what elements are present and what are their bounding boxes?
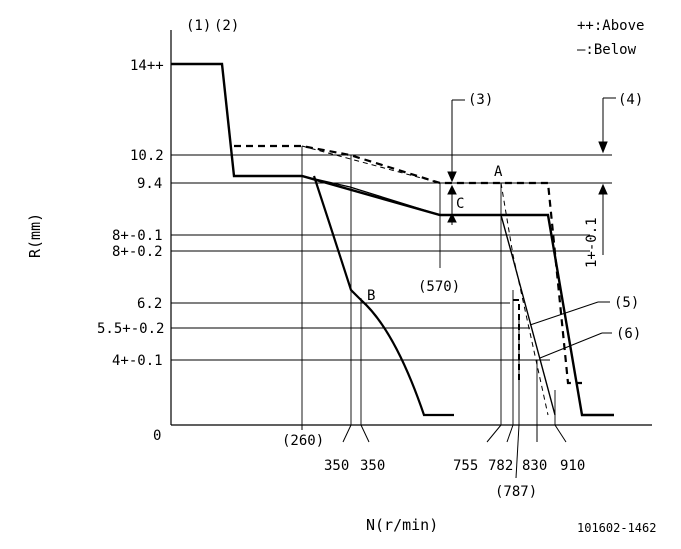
- point-b: B: [367, 288, 375, 304]
- axes: [170, 30, 652, 426]
- note-3: (3): [468, 92, 493, 108]
- y-tick-5-5: 5.5+-0.2: [97, 321, 164, 337]
- legend-below: —:Below: [577, 42, 637, 58]
- y-tick-8-0-2: 8+-0.2: [112, 244, 163, 260]
- x-tick-350b: 350: [360, 458, 385, 474]
- right-fall-1: [500, 214, 556, 416]
- y-tick-9-4: 9.4: [137, 176, 162, 192]
- point-a: A: [494, 164, 503, 180]
- reference-lines: [171, 154, 612, 361]
- x-tick-910: 910: [560, 458, 585, 474]
- y-tick-4: 4+-0.1: [112, 353, 163, 369]
- note-4: (4): [618, 92, 643, 108]
- point-c: C: [456, 196, 464, 212]
- note-1: (1): [186, 18, 211, 34]
- dimension-4: [598, 97, 616, 255]
- y-axis-title: R(mm): [26, 213, 44, 258]
- right-dimension: 1+-0.1: [584, 217, 600, 268]
- dashed-bracket-787: [513, 299, 520, 383]
- y-tick-0: 0: [153, 428, 161, 444]
- y-tick-10-2: 10.2: [130, 148, 164, 164]
- y-tick-14: 14++: [130, 58, 164, 74]
- x-tick-782: 782: [488, 458, 513, 474]
- lower-curve-b: [312, 175, 454, 417]
- main-curve: [171, 62, 614, 417]
- x-tick-260: (260): [282, 433, 324, 449]
- x-tick-350a: 350: [324, 458, 349, 474]
- x-tick-830: 830: [522, 458, 547, 474]
- legend-above: ++:Above: [577, 18, 644, 34]
- note-2: (2): [214, 18, 239, 34]
- dashed-upper-curve: [234, 144, 582, 385]
- x-axis-title: N(r/min): [366, 516, 438, 534]
- dashed-right-fall: [500, 182, 549, 416]
- dashed-thin-curve: [301, 145, 441, 184]
- note-5: (5): [614, 295, 639, 311]
- note-6: (6): [616, 326, 641, 342]
- x-tick-787: (787): [495, 484, 537, 500]
- dimension-3: [447, 99, 465, 225]
- y-tick-8-0-1: 8+-0.1: [112, 228, 163, 244]
- leaders: [301, 301, 612, 479]
- x-tick-755: 755: [453, 458, 478, 474]
- mid-label-570: (570): [418, 279, 460, 295]
- upper-thin-curve: [301, 175, 441, 216]
- vertical-lines: [301, 146, 556, 425]
- y-tick-6-2: 6.2: [137, 296, 162, 312]
- drawing-number: 101602-1462: [577, 521, 656, 535]
